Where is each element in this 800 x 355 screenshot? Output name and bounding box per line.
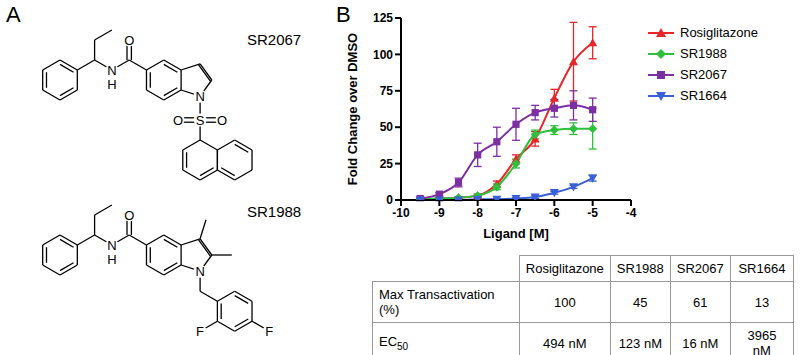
svg-text:-4: -4 [626,206,637,220]
html-text:Rosiglitazone: Rosiglitazone [525,261,604,276]
html-text:Max Transactivation (%): Max Transactivation (%) [379,287,495,317]
svg-text:75: 75 [380,84,394,98]
html-text:45: 45 [633,294,648,310]
svg-text:Fold Change over DMSO: Fold Change over DMSO [345,33,360,185]
html-text:494 nM: 494 nM [543,335,587,351]
svg-text:S: S [196,113,205,128]
svg-text:25: 25 [380,157,394,171]
html-text:SR2067: SR2067 [680,67,727,82]
html-text:61: 61 [693,294,708,310]
html-text:Rosiglitazone: Rosiglitazone [680,25,758,40]
html-text:13: 13 [754,294,770,310]
svg-text:0: 0 [386,193,393,207]
svg-text:H: H [107,77,116,92]
svg-text:O: O [124,208,134,223]
svg-text:-9: -9 [434,206,445,220]
svg-text:H: H [107,252,116,267]
html-text:SR1988: SR1988 [680,46,727,61]
svg-text:A: A [8,2,21,27]
svg-text:100: 100 [373,48,393,62]
html-text:SR1988: SR1988 [616,261,664,276]
html-text:SR1664: SR1664 [680,88,727,103]
svg-text:125: 125 [373,11,393,25]
svg-text:O: O [217,113,227,128]
html-text:B: B [336,2,351,27]
svg-text:F: F [265,324,273,339]
svg-text:N: N [107,238,116,253]
html-text:SR1664: SR1664 [738,261,786,276]
svg-text:-6: -6 [549,206,560,220]
svg-text:O: O [124,33,134,48]
html-text:EC50: EC50 [379,334,409,352]
svg-text:-10: -10 [392,206,410,220]
svg-text:Ligand [M]: Ligand [M] [483,226,549,241]
svg-text:F: F [196,324,204,339]
svg-text:SR1988: SR1988 [247,203,301,220]
html-text:SR2067: SR2067 [676,261,724,276]
html-text:16 nM: 16 nM [682,335,719,351]
svg-text:-5: -5 [587,206,598,220]
html-text:123 nM: 123 nM [618,335,662,351]
svg-text:N: N [107,63,116,78]
svg-text:SR2067: SR2067 [247,31,301,48]
svg-text:-8: -8 [472,206,483,220]
svg-text:O: O [173,113,183,128]
html-text:100: 100 [554,294,576,310]
svg-text:50: 50 [380,120,394,134]
svg-text:-7: -7 [511,206,522,220]
svg-text:N: N [195,89,204,104]
svg-text:N: N [195,264,204,279]
